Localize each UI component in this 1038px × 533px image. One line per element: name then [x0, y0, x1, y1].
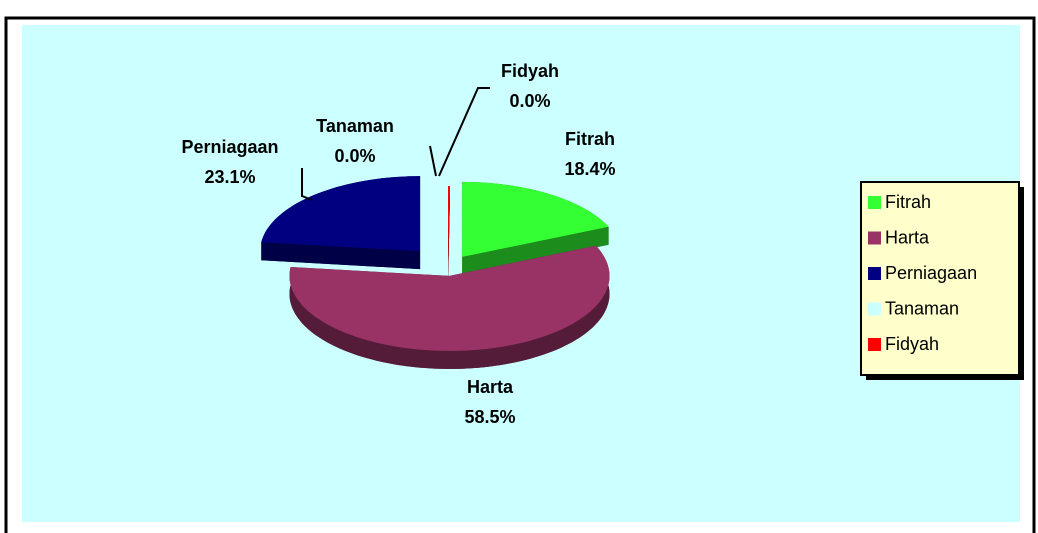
data-label-value: 0.0% [334, 146, 375, 166]
slice-top [289, 245, 610, 351]
leader-line [429, 145, 437, 177]
pie-slice [261, 176, 421, 270]
legend [860, 181, 1020, 376]
legend-swatch [868, 302, 881, 316]
slice-cut [448, 186, 450, 279]
data-label-value: 0.0% [509, 91, 550, 111]
data-label-value: 23.1% [204, 167, 255, 187]
slice-top [448, 186, 450, 261]
data-label-name: Fitrah [565, 129, 615, 149]
pie-slice [448, 186, 450, 279]
data-label-name: Tanaman [316, 116, 394, 136]
pie [261, 176, 610, 369]
slice-cut [462, 226, 609, 275]
leader-line [301, 168, 313, 201]
data-label-name: Fidyah [501, 61, 559, 81]
legend-swatch [868, 231, 881, 245]
slice-top [462, 181, 609, 257]
data-label-value: 18.4% [564, 159, 615, 179]
legend-label: Fitrah [885, 192, 931, 212]
pie-slice [462, 181, 609, 275]
legend-label: Perniagaan [885, 263, 977, 283]
leader-line [438, 87, 490, 177]
labels: Fitrah 18.4% Harta 58.5% Perniagaan 23.1% Tana… [181, 61, 977, 427]
data-label-name: Harta [467, 377, 514, 397]
legend-label: Tanaman [885, 298, 959, 318]
legend-label: Harta [885, 227, 930, 247]
data-label-value: 58.5% [464, 407, 515, 427]
pie-slice [289, 245, 610, 369]
legend-swatch [868, 267, 881, 280]
legend-swatch [868, 338, 881, 351]
data-label-name: Perniagaan [181, 137, 278, 157]
legend-swatch [868, 196, 881, 209]
slice-cut [261, 242, 421, 270]
slice-top [261, 176, 421, 252]
legend-label: Fidyah [885, 334, 939, 354]
